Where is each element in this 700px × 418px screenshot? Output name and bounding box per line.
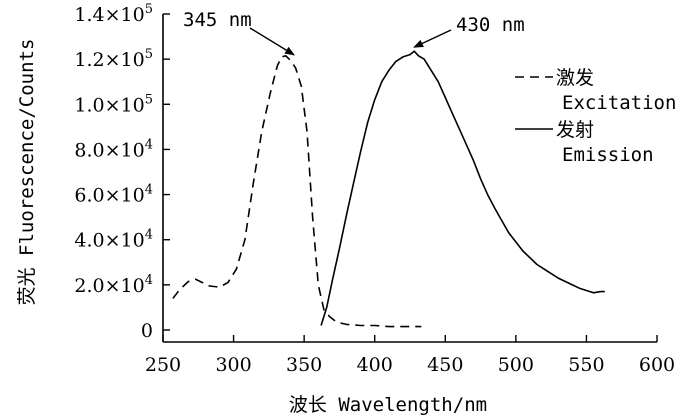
x-axis-title: 波长 Wavelength/nm: [289, 394, 487, 416]
y-axis-title: 荧光 Fluorescence/Counts: [16, 39, 38, 306]
x-tick-label-550: 550: [568, 354, 604, 376]
legend-label-cn-emission: 发射: [556, 119, 594, 141]
peak-annotation-430: 430 nm: [456, 14, 525, 36]
y-tick-label-100000: 1.0×105: [74, 92, 153, 116]
legend-label-en-excitation: Excitation: [562, 92, 676, 114]
y-tick-label-0: 0: [141, 320, 153, 342]
legend-label-cn-excitation: 激发: [556, 67, 594, 89]
y-tick-label-120000: 1.2×105: [74, 47, 153, 71]
y-tick-label-40000: 4.0×104: [74, 228, 153, 252]
y-tick-label-80000: 8.0×104: [74, 137, 153, 161]
x-tick-label-250: 250: [145, 354, 181, 376]
x-tick-label-500: 500: [498, 354, 534, 376]
x-tick-label-450: 450: [427, 354, 463, 376]
x-tick-label-600: 600: [639, 354, 675, 376]
x-tick-label-300: 300: [215, 354, 251, 376]
legend-label-en-emission: Emission: [562, 144, 654, 166]
y-tick-label-60000: 6.0×104: [74, 183, 153, 207]
x-tick-label-400: 400: [357, 354, 393, 376]
x-tick-label-350: 350: [286, 354, 322, 376]
y-tick-label-140000: 1.4×105: [74, 2, 153, 26]
emission-series-line: [320, 50, 605, 326]
plot-area: 250 300 350 400 450 500 550 600 0 2.0×104 4.0×104 6…: [16, 2, 676, 416]
peak-arrow-345: [249, 27, 295, 56]
y-tick-label-20000: 2.0×104: [74, 273, 153, 297]
excitation-series-line: [172, 55, 422, 328]
peak-arrow-430: [413, 29, 452, 48]
peak-annotation-345: 345 nm: [183, 9, 252, 31]
